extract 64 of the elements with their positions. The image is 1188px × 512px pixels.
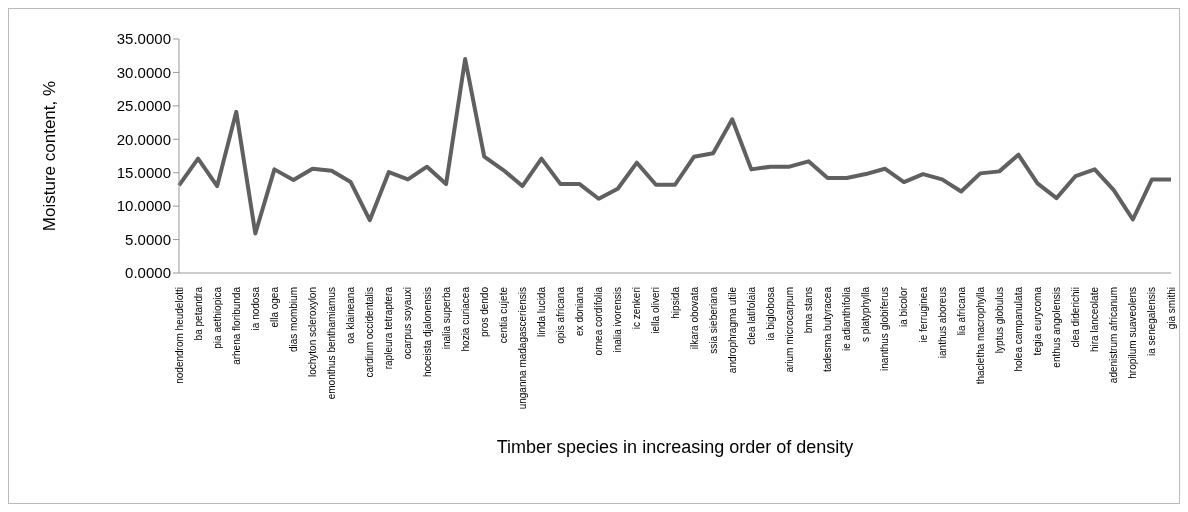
x-tick-label: linda lucida: [535, 286, 547, 338]
y-tick-label: 20.0000: [116, 130, 171, 148]
x-tick-label: ilkara obovata: [688, 286, 700, 350]
y-tick-label: 35.0000: [116, 30, 171, 48]
y-tick-label: 25.0000: [116, 97, 171, 115]
x-tick-label: ianthus aboreus: [936, 287, 948, 359]
y-tick-label: 10.0000: [116, 197, 171, 215]
y-tick-label: 5.0000: [125, 230, 171, 248]
x-tick-label: thacletha macrophylla: [974, 286, 986, 385]
x-tick-label: hozia curiacea: [459, 286, 471, 352]
x-tick-label: rapleura tetraptera: [383, 286, 395, 370]
x-tick-label: hipsida: [669, 286, 681, 319]
x-tick-label: tadesma butyracea: [822, 286, 834, 373]
x-tick-label: lochyton scleroxylon: [307, 287, 319, 378]
x-tick-label: cardium occidentalis: [364, 287, 376, 378]
x-tick-label: ocarpus soyauxi: [402, 287, 414, 360]
x-tick-label: tegia eurycoma: [1031, 286, 1043, 356]
y-tick-label: 30.0000: [116, 63, 171, 81]
x-tick-label: ie ferruginea: [917, 286, 929, 343]
x-tick-label: adenistrum africanum: [1108, 287, 1120, 384]
x-tick-label: clea diderichii: [1070, 287, 1082, 348]
x-tick-label: iella oliveri: [650, 287, 662, 334]
x-tick-label: opis africana: [555, 286, 567, 344]
x-tick-label: oa klaineana: [345, 286, 357, 344]
y-axis-title: Moisture content, %: [40, 80, 60, 232]
x-tick-label: hira lanceolate: [1089, 286, 1101, 353]
x-tick-label: inalia superba: [440, 286, 452, 350]
y-tick-label: 0.0000: [125, 264, 171, 282]
x-tick-label: ex doniana: [574, 286, 586, 336]
x-tick-label: ella ogea: [268, 286, 280, 328]
x-tick-label: clea latifolaia: [745, 286, 757, 345]
x-tick-label: ssia sieberiana: [707, 286, 719, 354]
x-tick-label: inalia ivorensis: [612, 287, 624, 353]
x-tick-label: ba petandra: [192, 286, 204, 341]
x-tick-label: pia aethiopica: [211, 286, 223, 349]
x-tick-label: lyptus globulus: [993, 287, 1005, 354]
x-tick-label: hropilum suaveolens: [1127, 287, 1139, 379]
x-tick-label: lia africana: [955, 286, 967, 336]
y-tick-label: 15.0000: [116, 164, 171, 182]
x-tick-label: ornea cordifolia: [593, 286, 605, 356]
x-tick-label: s platyphylla: [860, 286, 872, 343]
x-tick-label: ic zenkeri: [631, 287, 643, 330]
x-tick-label: enthus angolensis: [1051, 287, 1063, 368]
x-tick-label: inanthus globiferus: [879, 287, 891, 371]
x-tick-label: gia smithi: [1165, 287, 1177, 330]
x-axis-title: Timber species in increasing order of density: [496, 437, 854, 457]
line-series: [177, 57, 1173, 236]
x-tick-label: bma stans: [803, 287, 815, 334]
x-tick-label: androphragma utile: [726, 286, 738, 374]
x-tick-label: hoceista djalonensis: [421, 287, 433, 378]
x-tick-label: holea campanulata: [1012, 286, 1024, 372]
x-tick-label: emonthus benthamiamus: [326, 287, 338, 400]
x-tick-label: nodendrom heudelotti: [173, 287, 185, 384]
x-tick-label: arium microcarpum: [783, 287, 795, 373]
x-tick-label: ia nodosa: [249, 286, 261, 331]
x-tick-label: ia bicolor: [898, 286, 910, 328]
x-tick-label: ia biglobosa: [764, 286, 776, 341]
x-tick-label: unganna madagasceriensis: [516, 287, 528, 410]
x-tick-label: centia cujete: [497, 286, 509, 344]
x-tick-label: arhena floribunda: [230, 286, 242, 365]
x-tick-label: ia senegalensis: [1146, 287, 1158, 356]
x-tick-label: dias mombium: [287, 287, 299, 353]
x-tick-label: pros dendo: [478, 286, 490, 338]
x-tick-label: ie adianthifolia: [841, 286, 853, 351]
